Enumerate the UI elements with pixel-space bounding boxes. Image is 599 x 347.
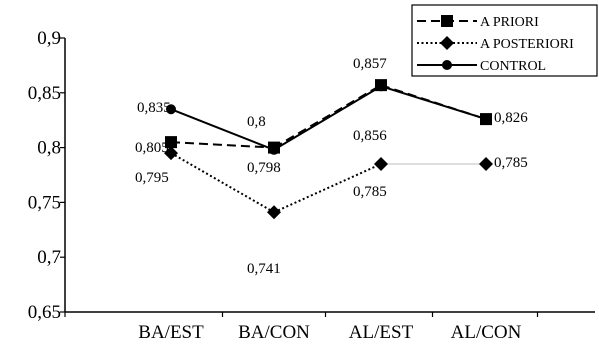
legend-label: A POSTERIORI [480,37,574,52]
x-tick-label: AL/EST [349,322,414,342]
data-label: 0,856 [353,128,387,144]
series-segment [170,141,275,149]
y-tick-label: 0,9 [37,28,61,49]
data-label: 0,8 [247,114,266,130]
series-segment [273,163,382,214]
data-label: 0,798 [247,160,281,176]
marker-square [480,113,492,126]
y-tick-label: 0,8 [37,138,61,159]
data-label: 0,857 [353,56,387,72]
marker-square [165,136,177,149]
marker-square [375,79,387,92]
series-segment [380,84,487,121]
series-segment [273,85,382,151]
data-label: 0,826 [494,110,528,126]
y-tick-label: 0,75 [28,192,61,213]
marker-diamond [164,146,178,161]
y-tick-label: 0,7 [37,247,61,268]
legend-label: A PRIORI [480,15,539,30]
data-label: 0,795 [135,170,169,186]
legend-label: CONTROL [480,59,546,74]
data-label: 0,785 [494,155,528,171]
data-label: 0,741 [247,261,281,277]
marker-diamond [374,157,388,172]
x-tick-label: AL/CON [451,322,522,342]
data-label: 0,785 [353,184,387,200]
marker-diamond [440,36,454,50]
marker-circle [166,104,176,115]
series-segment [170,152,275,214]
marker-circle [442,60,452,70]
marker-square [441,15,453,27]
series-segment [170,108,275,151]
data-label: 0,835 [137,100,171,116]
y-tick-label: 0,85 [28,83,61,104]
series-a-posteriori [164,146,493,220]
y-tick-label: 0,65 [28,302,61,323]
marker-square [268,141,280,154]
x-tick-label: BA/EST [138,322,204,342]
series-segment [273,84,382,149]
x-tick-label: BA/CON [238,322,310,342]
marker-diamond [479,157,493,172]
series-a-priori [165,79,492,154]
marker-diamond [267,205,281,220]
data-label: 0,805 [135,140,169,156]
